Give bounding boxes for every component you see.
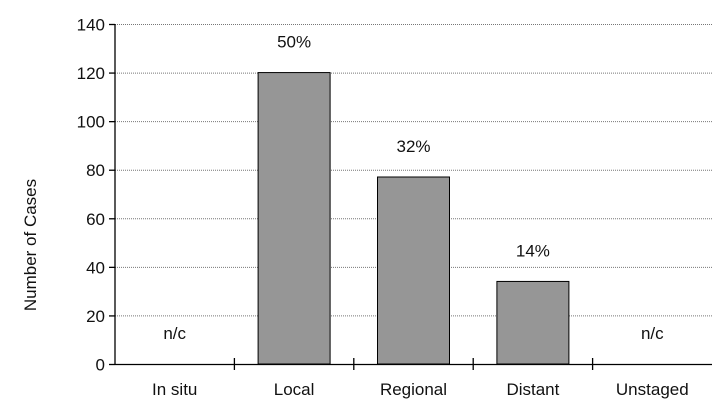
y-tick-label: 140 bbox=[77, 16, 105, 35]
data-label-bg bbox=[263, 29, 326, 56]
bar-regional bbox=[377, 176, 450, 365]
y-tick-label: 100 bbox=[77, 113, 105, 132]
data-labels: n/c 50% 32% 14% n/c bbox=[163, 29, 664, 343]
bars bbox=[257, 72, 570, 365]
x-tick-label: Regional bbox=[380, 380, 447, 399]
y-tick-label: 40 bbox=[86, 258, 105, 277]
axes: 0 20 40 60 80 100 120 140 In situ Local Regional Di… bbox=[77, 16, 712, 399]
data-label: 14% bbox=[516, 241, 550, 260]
data-label: 50% bbox=[277, 33, 311, 52]
y-axis-title: Number of Cases bbox=[21, 179, 40, 311]
x-tick-label: Local bbox=[274, 380, 315, 399]
y-tick-label: 80 bbox=[86, 161, 105, 180]
data-label: n/c bbox=[641, 324, 664, 343]
x-tick-label: Unstaged bbox=[616, 380, 689, 399]
y-tick-label: 60 bbox=[86, 210, 105, 229]
y-tick-label: 20 bbox=[86, 307, 105, 326]
data-label-bg bbox=[382, 134, 445, 160]
data-label-bg bbox=[501, 238, 564, 265]
bar-local bbox=[257, 72, 331, 365]
data-label: n/c bbox=[163, 324, 186, 343]
x-tick-label: Distant bbox=[506, 380, 559, 399]
y-tick-label: 120 bbox=[77, 64, 105, 83]
x-tick-label: In situ bbox=[152, 380, 197, 399]
y-tick-label: 0 bbox=[96, 356, 105, 375]
data-label: 32% bbox=[396, 137, 430, 156]
bar-distant bbox=[496, 280, 570, 365]
